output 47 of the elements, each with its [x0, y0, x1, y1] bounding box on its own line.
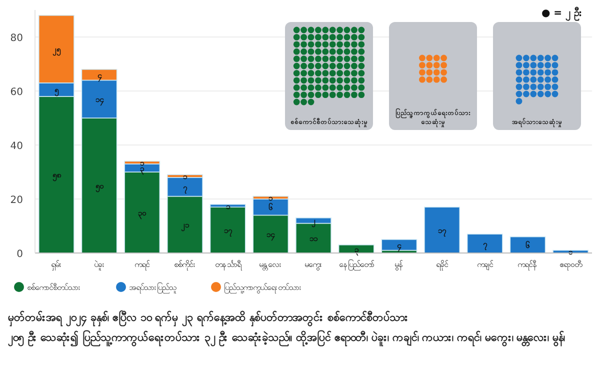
data-label: ၇: [482, 240, 487, 252]
data-label: ၂၅: [52, 45, 60, 58]
data-label: ၁၁: [308, 234, 318, 244]
data-label: ၁: [224, 202, 230, 211]
text: ၂၀၅ ဦး သေဆုံး၍ ပြည်သူ့ကာကွယ်ရေးတပ်သား ၃၂ ဦး သေဆုံးခဲ့သည်။ ထို့အပြင် ဧရာဝတီ၊ ပဲခူး၊ ကချင်၊ ကယား၊ ကရင်၊ မကွေး၊ မန္တလေး၊ မွန်၊: [7, 329, 566, 348]
y-tick-label: 80: [10, 33, 23, 44]
x-tick-label: မကွေး: [304, 260, 322, 271]
x-tick-label: စစ်ကိုင်း: [174, 259, 196, 271]
x-tick-label: တနင်္သာရီ: [214, 259, 242, 271]
bar: [381, 239, 418, 251]
data-label: ၄: [97, 70, 102, 83]
data-label: ၅၀: [95, 182, 104, 194]
x-tick-label: မွန်: [394, 259, 404, 271]
x-tick-label: ဧရာဝတီ: [560, 259, 582, 271]
data-label: ၁၄: [266, 230, 276, 242]
x-tick-label: ရှမ်း: [50, 259, 62, 271]
x-tick-label: ကရင်နီ: [518, 259, 538, 271]
data-label: ၁၄: [94, 95, 104, 108]
x-tick-label: ရခိုင်: [436, 259, 448, 271]
data-label: ၃၀: [137, 208, 146, 220]
data-label: ၄: [397, 240, 402, 253]
x-tick-label: ပဲခူး: [94, 259, 105, 271]
bar: [210, 206, 246, 254]
data-label: ၆: [526, 240, 531, 250]
data-label: ၅၈: [52, 170, 60, 183]
legend-label: ပြည်သူ့ကာကွယ်ရေးတပ်သား: [224, 282, 302, 294]
x-tick-label: မန္တလေး: [259, 260, 282, 271]
x-tick-label: နေပြည်တော်: [338, 259, 374, 271]
data-label: ၂၁: [180, 220, 189, 233]
y-tick-label: 0: [16, 249, 23, 260]
legend-label: စစ်ကောင်စီတပ်သား: [27, 282, 81, 292]
x-tick-label: ကချင်: [476, 259, 493, 271]
data-label: ၇: [182, 182, 187, 195]
data-label: ၁၇: [437, 226, 446, 238]
y-tick-label: 40: [10, 141, 23, 152]
y-tick-label: 20: [10, 195, 23, 206]
legend-label: အရပ်သားပြည်သူ: [129, 282, 177, 294]
data-label: ၁၇: [222, 226, 232, 238]
bar: [424, 206, 460, 254]
bar: [466, 234, 503, 254]
x-tick-label: ကရင်: [134, 259, 150, 271]
text: မှတ်တမ်းအရ ၂၀၂၄ ခုနှစ်၊ ဧပြီလ ၁၀ ရက်မှ ၂၃ ရက်နေ့အထိ နှစ်ပတ်တာအတွင်း စစ်ကောင်စီတပ်သား: [7, 309, 410, 328]
annotation: ● = ၂ ဦး: [541, 6, 582, 22]
data-label: ၁: [268, 194, 273, 203]
data-label: ၆: [268, 202, 274, 212]
y-tick-label: 60: [10, 87, 23, 98]
data-label: ၅: [54, 86, 58, 98]
